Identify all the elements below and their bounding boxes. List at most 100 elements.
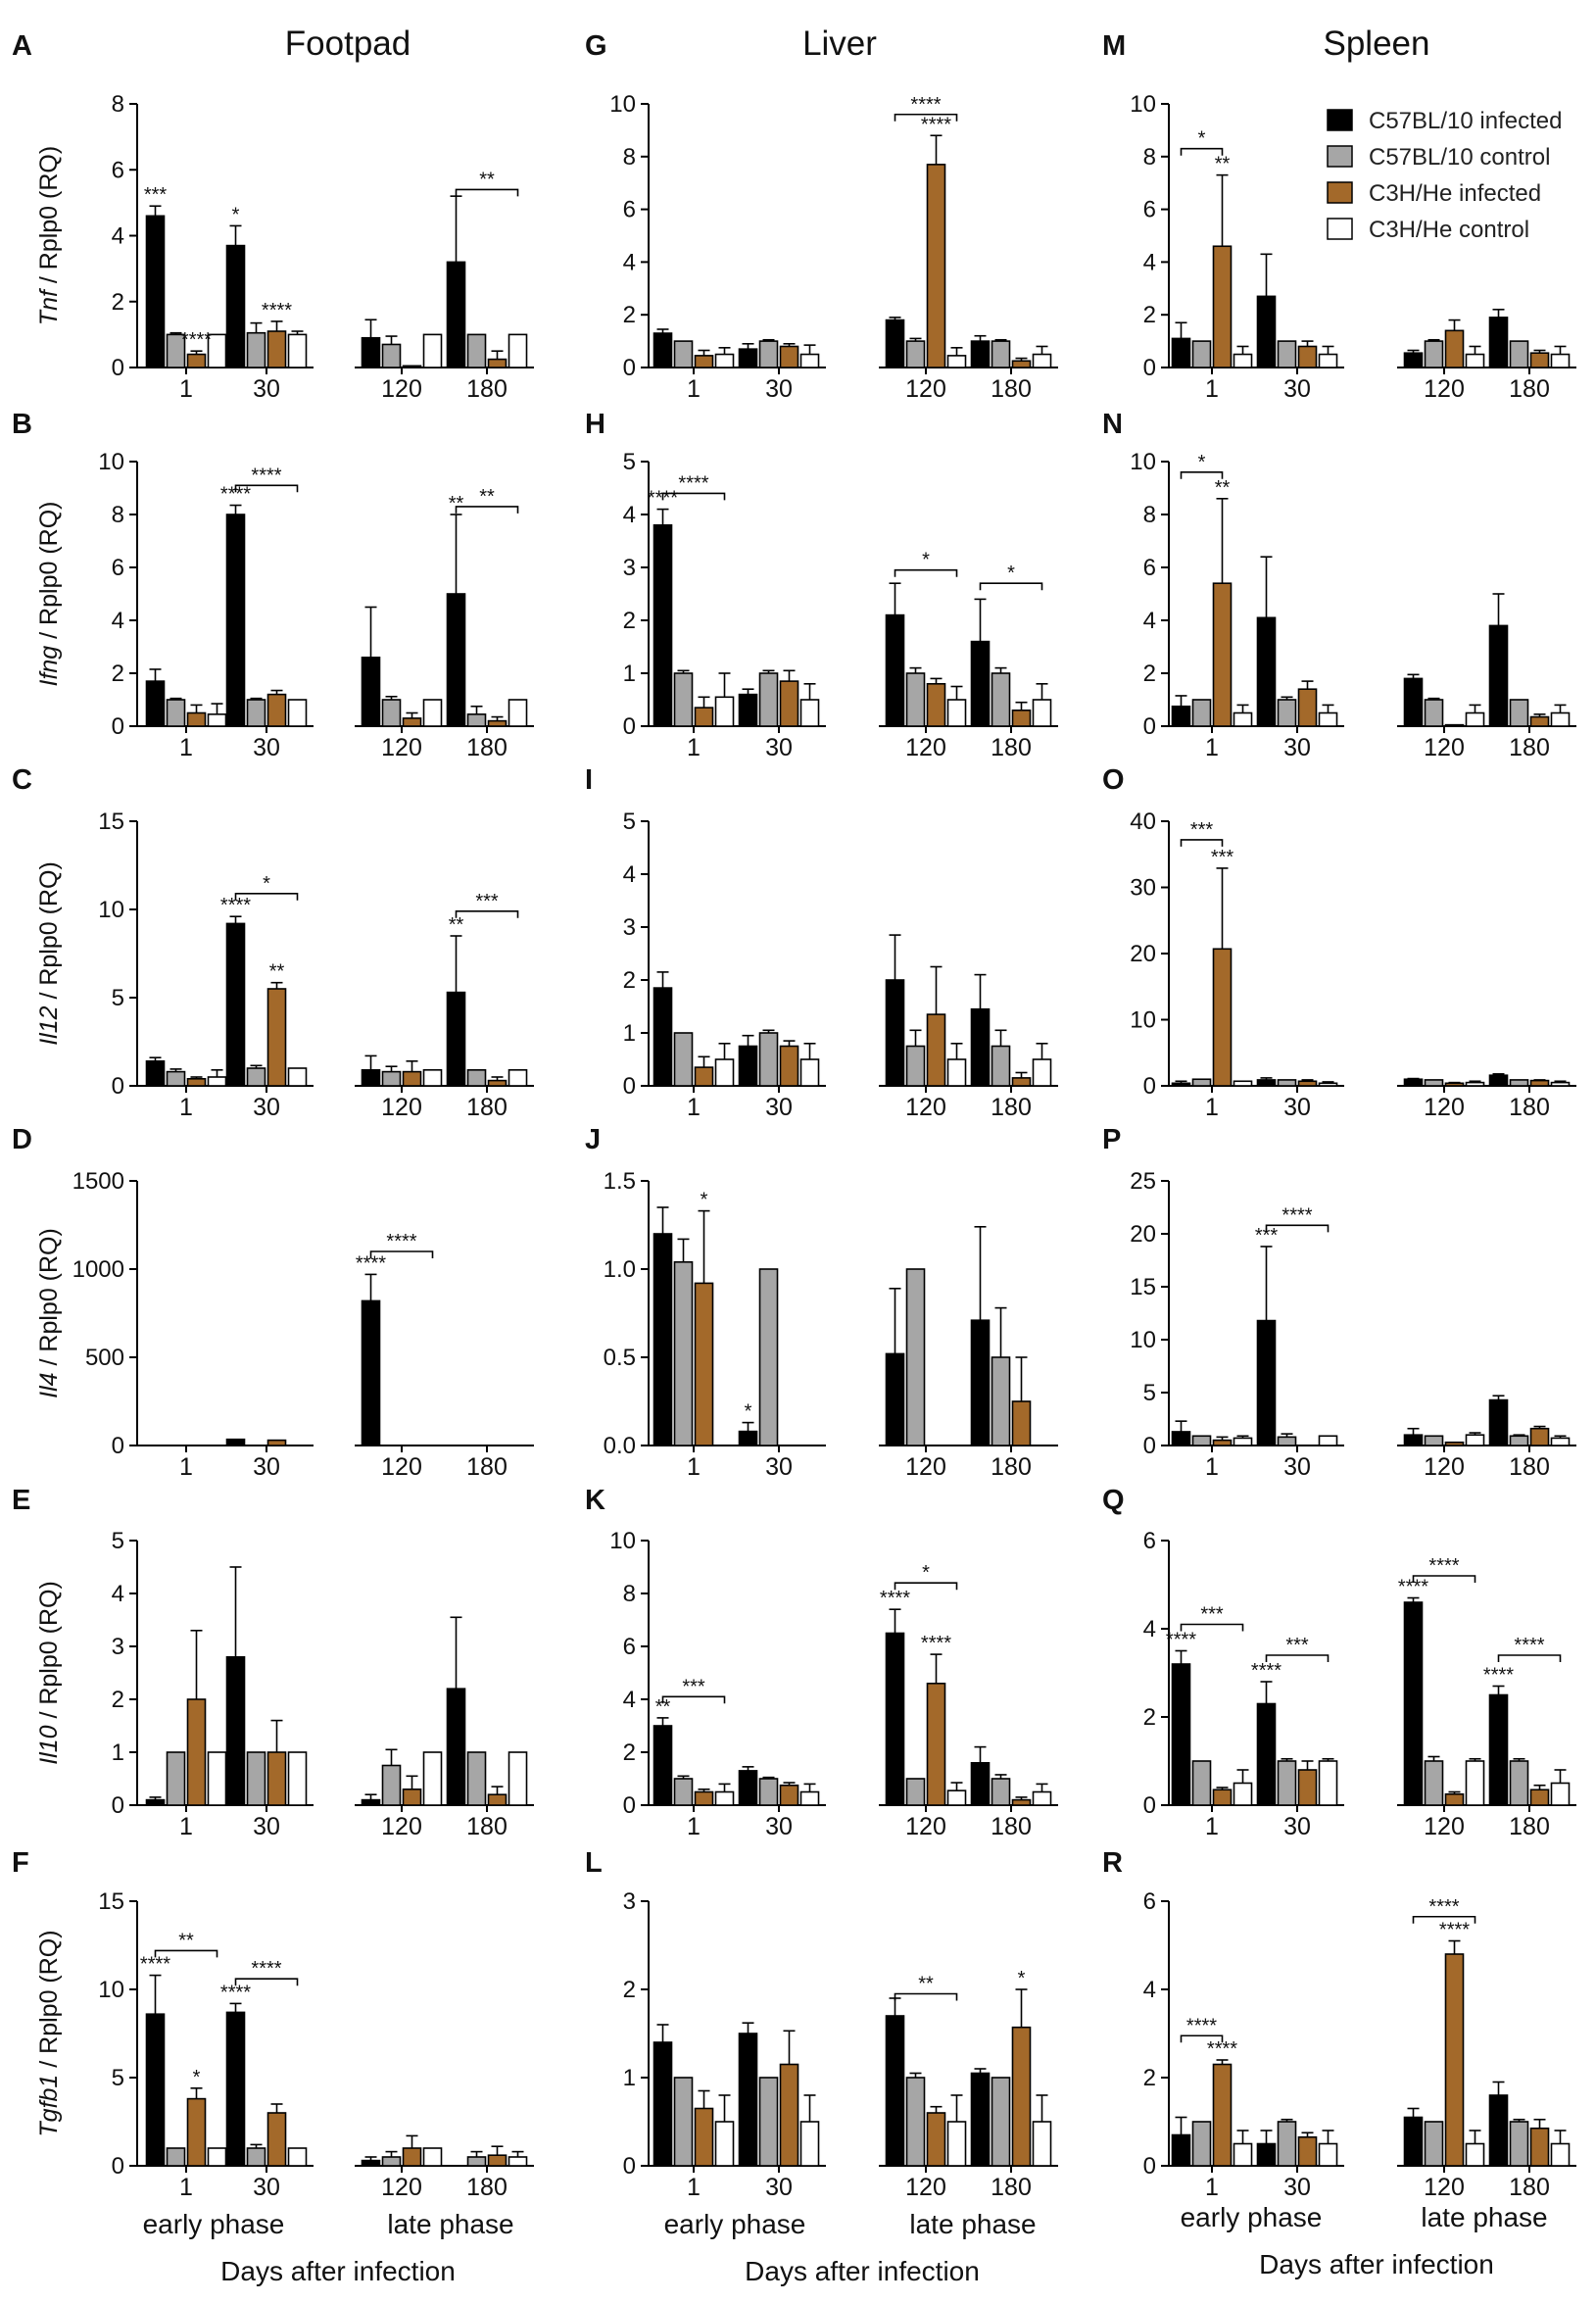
bracket-significance-label-k: *** [682,1676,705,1697]
bar-c3h-control-n [1318,711,1338,727]
bar-c57-control-h [905,672,926,727]
y-tick-label-j: 0.0 [604,1433,636,1459]
bar-c3h-control-c [287,1067,308,1087]
x-tick-label-l: 30 [765,2174,793,2201]
bar-c3h-control-h [714,696,735,727]
bar-c57-control-h [673,672,694,727]
phase-label-early-spleen: early phase [1181,2202,1323,2232]
x-tick-label-c: 180 [466,1094,508,1121]
bar-c57-control-a [381,343,402,368]
x-tick-label-l: 120 [905,2174,946,2201]
significance-label-g: **** [921,114,951,135]
x-tick-label-k: 30 [765,1813,793,1840]
bar-c57-control-i [991,1045,1011,1087]
bar-c3h-infected-n [1297,688,1318,727]
bracket-significance-label-k: * [922,1562,930,1584]
x-tick-label-o: 120 [1424,1094,1465,1121]
x-tick-label-g: 30 [765,375,793,403]
phase-label-early-footpad: early phase [143,2209,285,2239]
panel-letter-r: R [1102,1847,1123,1879]
x-tick-label-l: 180 [991,2174,1032,2201]
comparison-bracket-g [894,113,958,122]
y-tick-label-e: 3 [112,1634,124,1660]
bar-c3h-infected-p [1444,1441,1465,1446]
x-tick-label-e: 120 [381,1813,422,1840]
bar-c3h-infected-i [694,1066,714,1087]
bar-c57-infected-c [145,1060,166,1087]
x-tick-label-c: 30 [253,1094,280,1121]
bar-c3h-control-i [946,1058,967,1087]
x-tick-label-m: 1 [1205,375,1219,403]
phase-label-late-liver: late phase [909,2209,1036,2239]
significance-label-a: **** [181,329,212,351]
x-tick-label-k: 1 [687,1813,701,1840]
bar-c57-control-o [1191,1078,1212,1087]
x-tick-label-a: 180 [466,375,508,403]
bar-c57-infected-d [225,1438,246,1446]
significance-label-j: * [745,1401,752,1423]
significance-label-c: ** [449,914,464,936]
bar-c57-control-l [673,2077,694,2167]
bar-c3h-control-i [799,1058,820,1087]
y-tick-label-c: 5 [112,985,124,1011]
bar-c3h-infected-q [1529,1788,1550,1806]
bar-c57-control-q [1191,1760,1212,1806]
significance-label-c: **** [220,895,251,916]
y-tick-label-b: 4 [112,608,124,634]
legend-swatch-c3h-infected [1327,181,1353,204]
bar-c57-infected-r [1171,2133,1191,2167]
bar-c3h-infected-q [1297,1769,1318,1806]
panel-letter-h: H [585,409,605,440]
y-tick-label-j: 1.5 [604,1168,636,1195]
bar-c3h-control-g [1032,353,1052,368]
panel-letter-f: F [12,1847,29,1879]
bar-c57-control-r [1191,2121,1212,2167]
bar-c3h-control-m [1233,353,1253,368]
bar-c57-infected-l [653,2041,673,2167]
bar-c3h-infected-r [1297,2135,1318,2167]
bar-c3h-control-k [1032,1790,1052,1806]
significance-label-b: **** [220,484,251,506]
x-axis-title-footpad: Days after infection [220,2256,456,2286]
y-tick-label-k: 0 [623,1792,636,1819]
significance-label-k: **** [921,1633,951,1654]
bar-c57-infected-g [738,348,758,368]
x-tick-label-r: 30 [1283,2174,1311,2201]
bar-c3h-infected-f [487,2154,508,2167]
comparison-bracket-n [1180,471,1224,479]
bar-c3h-infected-b [402,717,422,727]
bracket-significance-label-d: **** [386,1231,416,1252]
significance-label-q: **** [1251,1660,1282,1682]
footer-liver: early phase late phase Days after infect… [664,2209,1037,2286]
bar-c57-infected-i [885,979,905,1087]
bracket-significance-label-f: **** [251,1958,281,1980]
bar-c57-control-b [466,713,487,727]
bracket-significance-label-q: *** [1200,1604,1224,1626]
bar-c57-infected-k [885,1632,905,1806]
y-tick-label-a: 2 [112,289,124,316]
comparison-bracket-m [1180,147,1224,156]
bar-c57-infected-i [653,987,673,1087]
bar-c3h-control-p [1465,1434,1485,1446]
y-tick-label-e: 2 [112,1687,124,1713]
y-tick-label-o: 30 [1130,875,1156,902]
y-tick-label-i: 1 [623,1020,636,1047]
significance-label-r: **** [1439,1920,1470,1941]
x-axis-title-liver: Days after infection [745,2256,980,2286]
bar-c57-infected-c [361,1069,381,1087]
significance-label-j: * [701,1190,708,1211]
bracket-significance-label-r: **** [1428,1896,1459,1918]
bar-c57-infected-m [1171,337,1191,368]
comparison-bracket-r [1412,1915,1476,1924]
bar-c57-infected-p [1256,1319,1277,1446]
x-tick-label-n: 30 [1283,734,1311,761]
bar-c3h-infected-i [779,1045,799,1087]
y-tick-label-n: 10 [1130,449,1156,475]
y-tick-label-a: 0 [112,355,124,381]
y-tick-label-j: 0.5 [604,1345,636,1371]
panel-letter-g: G [585,30,607,62]
bar-c57-infected-m [1488,317,1509,368]
bar-c57-control-i [758,1032,779,1087]
x-tick-label-p: 30 [1283,1453,1311,1481]
